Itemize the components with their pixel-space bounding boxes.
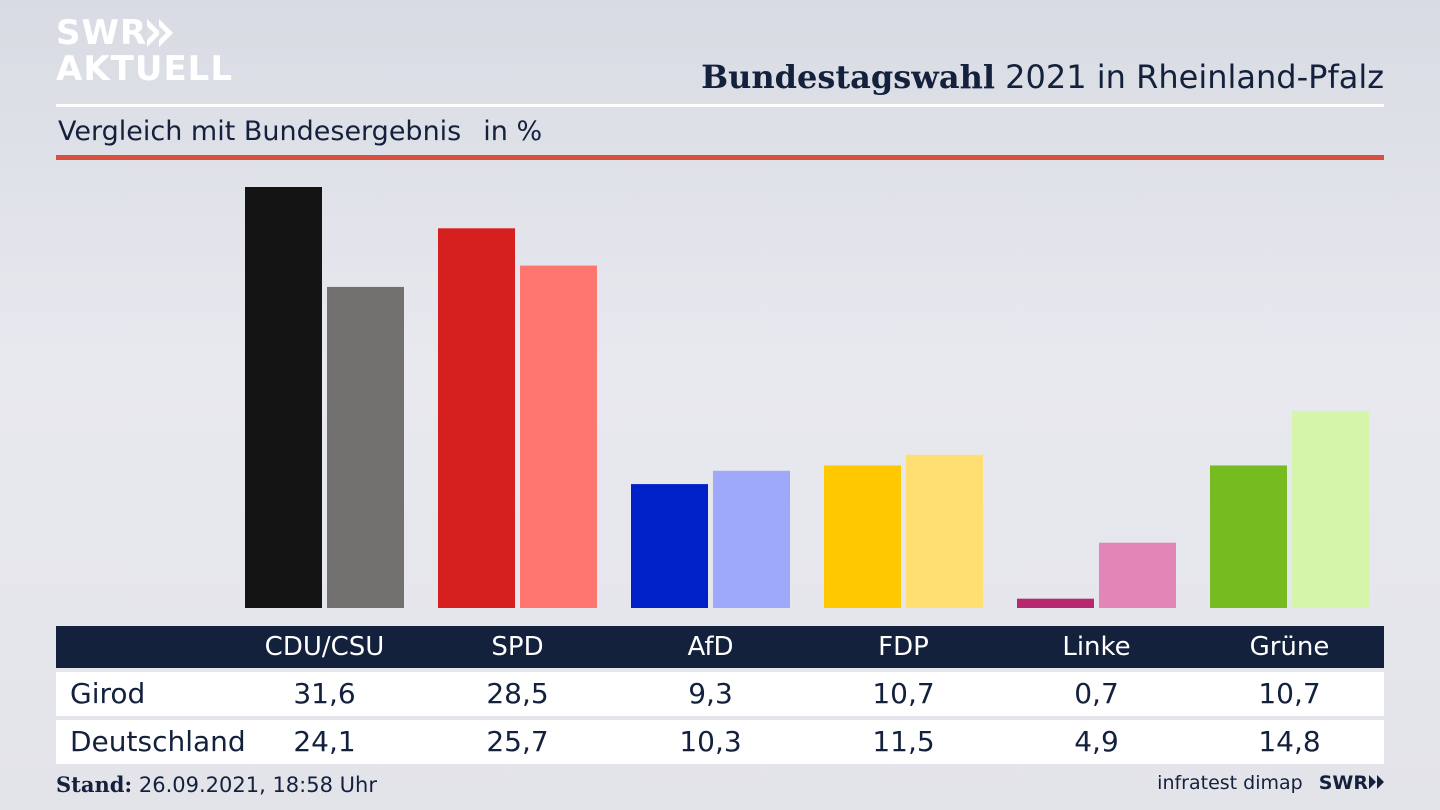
chart-title: Bundestagswahl 2021 in Rheinland-Pfalz (701, 58, 1384, 96)
data-label-deutschland-afd: 10,3 (679, 725, 742, 758)
logo-text-aktuell: AKTUELL (56, 49, 234, 89)
chevron-right-icon (1368, 772, 1384, 794)
source-text: infratest dimap (1157, 772, 1303, 794)
chevron-right-icon (147, 19, 174, 47)
bar-gr-ne-girod (1210, 465, 1287, 608)
data-label-deutschland-gr-ne: 14,8 (1258, 725, 1321, 758)
bar-fdp-deutschland (906, 454, 983, 608)
accent-divider (56, 155, 1384, 160)
data-label-deutschland-fdp: 11,5 (872, 725, 935, 758)
swr-logo-text: SWR (1318, 772, 1368, 794)
row-label-deutschland: Deutschland (70, 725, 246, 758)
data-label-girod-linke: 0,7 (1074, 677, 1119, 710)
bar-cdu-csu-deutschland (327, 286, 404, 608)
row-label-girod: Girod (70, 677, 146, 710)
chart-subtitle: Vergleich mit Bundesergebnis in % (58, 116, 542, 147)
tick-label-fdp: FDP (878, 632, 929, 662)
table-row: Girod 31,6 28,5 9,3 10,7 0,7 10,7 (56, 672, 1384, 716)
bar-gr-ne-deutschland (1292, 410, 1369, 608)
header-divider (56, 104, 1384, 107)
stand-value: 26.09.2021, 18:58 Uhr (132, 773, 377, 797)
source-credit: infratest dimap SWR (1157, 772, 1384, 794)
data-label-girod-cdu-csu: 31,6 (293, 677, 356, 710)
data-label-deutschland-spd: 25,7 (486, 725, 549, 758)
table-header-row: CDU/CSU SPD AfD FDP Linke Grüne (56, 626, 1384, 668)
tick-label-spd: SPD (491, 632, 544, 662)
data-label-girod-gr-ne: 10,7 (1258, 677, 1321, 710)
subtitle-text: Vergleich mit Bundesergebnis (58, 116, 462, 147)
bar-afd-deutschland (713, 470, 790, 608)
unit-label: in % (483, 116, 543, 147)
bar-cdu-csu-girod (245, 187, 322, 608)
bar-fdp-girod (824, 465, 901, 608)
tick-label-gr-ne: Grüne (1249, 632, 1330, 662)
results-table: CDU/CSU SPD AfD FDP Linke Grüne Girod 31,6 28,… (56, 626, 1384, 764)
table-row: Deutschland 24,1 25,7 10,3 11,5 4,9 14,8 (56, 720, 1384, 764)
data-label-girod-spd: 28,5 (486, 677, 549, 710)
stand-label: Stand: (56, 772, 133, 797)
bar-afd-girod (631, 484, 708, 608)
swr-logo-small: SWR (1319, 772, 1384, 794)
timestamp: Stand: 26.09.2021, 18:58 Uhr (56, 772, 377, 797)
data-label-girod-afd: 9,3 (688, 677, 733, 710)
data-label-deutschland-cdu-csu: 24,1 (293, 725, 356, 758)
tick-label-linke: Linke (1062, 632, 1131, 662)
bar-linke-deutschland (1099, 542, 1176, 608)
swr-aktuell-logo: SWR AKTUELL (56, 16, 233, 86)
title-bold: Bundestagswahl (701, 58, 995, 96)
data-label-deutschland-linke: 4,9 (1074, 725, 1119, 758)
bar-spd-girod (438, 228, 515, 608)
data-label-girod-fdp: 10,7 (872, 677, 935, 710)
title-rest: 2021 in Rheinland-Pfalz (995, 58, 1384, 96)
logo-text-swr: SWR (56, 13, 148, 53)
bar-linke-girod (1017, 598, 1094, 608)
tick-label-cdu-csu: CDU/CSU (264, 632, 385, 662)
bar-spd-deutschland (520, 265, 597, 608)
tick-label-afd: AfD (687, 632, 734, 662)
